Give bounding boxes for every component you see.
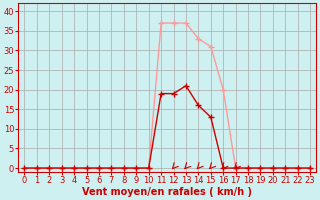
X-axis label: Vent moyen/en rafales ( km/h ): Vent moyen/en rafales ( km/h ) [82, 187, 252, 197]
